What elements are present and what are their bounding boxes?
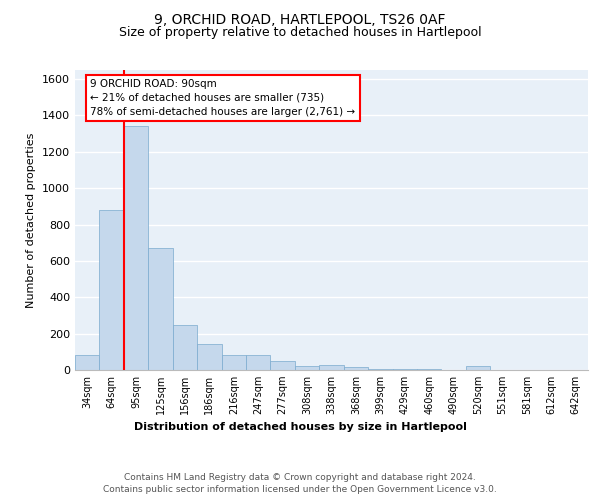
Bar — [75, 356, 100, 370]
Text: 9, ORCHID ROAD, HARTLEPOOL, TS26 0AF: 9, ORCHID ROAD, HARTLEPOOL, TS26 0AF — [154, 12, 446, 26]
Bar — [295, 366, 319, 370]
Bar — [124, 126, 148, 370]
Bar — [319, 366, 344, 370]
Bar — [466, 366, 490, 370]
Text: Size of property relative to detached houses in Hartlepool: Size of property relative to detached ho… — [119, 26, 481, 39]
Bar — [368, 368, 392, 370]
Text: Contains public sector information licensed under the Open Government Licence v3: Contains public sector information licen… — [103, 485, 497, 494]
Bar — [344, 368, 368, 370]
Bar — [221, 354, 246, 370]
Bar — [173, 326, 197, 370]
Text: Contains HM Land Registry data © Crown copyright and database right 2024.: Contains HM Land Registry data © Crown c… — [124, 472, 476, 482]
Bar — [392, 368, 417, 370]
Text: 9 ORCHID ROAD: 90sqm
← 21% of detached houses are smaller (735)
78% of semi-deta: 9 ORCHID ROAD: 90sqm ← 21% of detached h… — [91, 79, 356, 117]
Bar — [246, 355, 271, 370]
Bar — [148, 248, 173, 370]
Bar — [417, 368, 442, 370]
Bar — [100, 210, 124, 370]
Y-axis label: Number of detached properties: Number of detached properties — [26, 132, 37, 308]
Bar — [197, 344, 221, 370]
Text: Distribution of detached houses by size in Hartlepool: Distribution of detached houses by size … — [134, 422, 466, 432]
Bar — [271, 360, 295, 370]
